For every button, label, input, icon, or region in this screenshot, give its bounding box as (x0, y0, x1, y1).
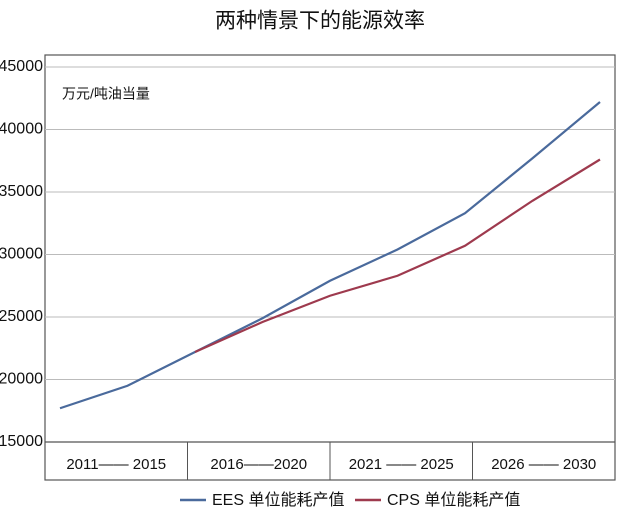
x-tick-label: 2021 —— 2025 (349, 456, 454, 473)
y-tick-label: 20000 (0, 371, 43, 388)
x-tick-label: 2016——2020 (210, 456, 307, 473)
legend-label: CPS 单位能耗产值 (387, 491, 520, 509)
series-line (194, 158, 601, 354)
y-tick-label: 45000 (0, 58, 43, 75)
series-line (59, 101, 601, 410)
chart-title: 两种情景下的能源效率 (215, 10, 425, 33)
legend-label: EES 单位能耗产值 (212, 491, 344, 509)
x-tick-label: 2026 —— 2030 (491, 456, 596, 473)
y-tick-label: 15000 (0, 433, 43, 450)
y-tick-label: 30000 (0, 246, 43, 263)
plot-frame (44, 54, 616, 481)
y-tick-label: 40000 (0, 121, 43, 138)
y-tick-label: 25000 (0, 308, 43, 325)
y-unit: 万元/吨油当量 (62, 86, 150, 102)
y-tick-label: 35000 (0, 183, 43, 200)
x-tick-label: 2011—— 2015 (66, 456, 166, 473)
